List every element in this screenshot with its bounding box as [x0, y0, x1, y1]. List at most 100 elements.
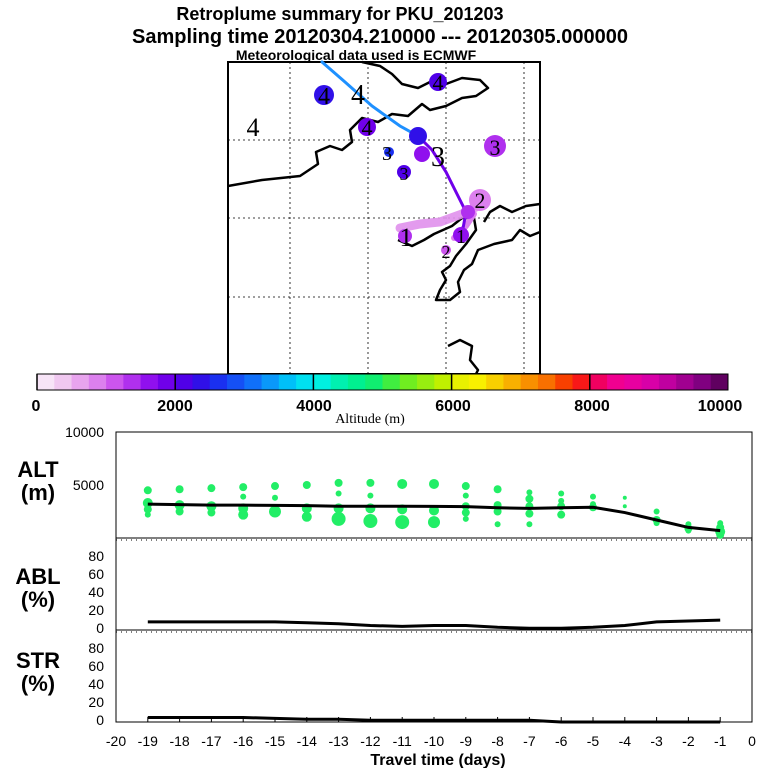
colorbar-swatch: [676, 374, 694, 390]
colorbar-swatch: [555, 374, 574, 390]
alt-dot: [331, 511, 346, 526]
x-tick-label: -12: [360, 733, 380, 749]
str-ytick: 20: [88, 694, 104, 710]
alt-dot: [525, 494, 534, 503]
colorbar-swatch: [37, 374, 55, 390]
x-tick-label: -16: [233, 733, 253, 749]
alt-scatter-series: [142, 478, 726, 539]
alt-ytick: 10000: [65, 424, 104, 440]
map-markers: [314, 73, 506, 255]
map-label: 4: [351, 80, 365, 111]
map-gridlines: [228, 62, 540, 374]
x-tick-label: -11: [393, 733, 412, 749]
colorbar-axis-label: Altitude (m): [335, 412, 405, 427]
map-label: 3: [400, 164, 409, 184]
x-tick-label: -2: [682, 733, 695, 749]
alt-dot: [653, 508, 660, 515]
str-ytick: 60: [88, 658, 104, 674]
abl-ytick: 0: [96, 620, 104, 636]
abl-ytick: 20: [88, 602, 104, 618]
abl-ytick: 80: [88, 548, 104, 564]
colorbar-swatch: [589, 374, 608, 390]
alt-ytick: 5000: [73, 477, 104, 493]
colorbar-tick-label: 0: [32, 398, 41, 415]
colorbar-swatch: [486, 374, 504, 390]
map-label: 2: [442, 242, 451, 262]
alt-dot: [175, 485, 184, 494]
map-marker: [484, 135, 506, 157]
x-tick-label: -13: [328, 733, 348, 749]
abl-panel-frame: [115, 537, 753, 631]
x-tick-label: -18: [169, 733, 189, 749]
map-marker: [384, 147, 394, 157]
svg-text:ABL: ABL: [15, 564, 60, 589]
map-marker: [461, 205, 475, 219]
str-y-label: STR (%): [16, 648, 60, 696]
map-panel: 4 4 4 4 4 3 3 3 3 2 2 1 1: [227, 60, 541, 375]
map-marker: [358, 118, 376, 136]
colorbar-swatch: [503, 374, 522, 390]
colorbar-swatch: [520, 374, 539, 390]
alt-dot: [462, 515, 469, 522]
alt-dot: [143, 486, 152, 495]
alt-dot: [269, 505, 281, 518]
abl-line-series: [147, 618, 721, 630]
colorbar-swatch: [123, 374, 142, 390]
alt-mean-line-series: [147, 502, 721, 533]
map-label: 1: [400, 223, 413, 252]
alt-dot: [494, 521, 501, 528]
x-tick-label: -17: [201, 733, 221, 749]
colorbar-swatch: [417, 374, 435, 390]
x-tick-label: -9: [460, 733, 473, 749]
abl-ytick: 40: [88, 584, 104, 600]
figure-title: Retroplume summary for PKU_201203: [176, 4, 503, 24]
x-tick-label: -1: [714, 733, 727, 749]
alt-dot: [207, 484, 216, 493]
colorbar-swatch: [157, 374, 176, 390]
alt-dot: [271, 482, 279, 491]
x-tick-label: -5: [587, 733, 600, 749]
map-label: 4: [362, 115, 373, 140]
map-marker: [397, 165, 411, 179]
colorbar-swatch: [71, 374, 90, 390]
x-tick-label: -8: [491, 733, 504, 749]
alt-dot: [461, 508, 470, 517]
x-tick-label: -4: [619, 733, 632, 749]
str-ytick: 0: [96, 712, 104, 728]
alt-dot: [590, 493, 596, 500]
map-marker: [453, 227, 469, 243]
alt-dot: [525, 509, 534, 518]
map-label: 3: [490, 135, 501, 160]
colorbar-swatch: [330, 374, 349, 390]
svg-text:STR: STR: [16, 648, 60, 673]
alt-y-label: ALT (m): [17, 457, 59, 505]
map-label: 2: [475, 188, 486, 213]
x-tick-label: -14: [297, 733, 317, 749]
x-axis-label: Travel time (days): [370, 752, 505, 768]
alt-dot: [207, 508, 216, 517]
svg-text:(%): (%): [21, 587, 55, 612]
colorbar-swatch: [175, 374, 193, 390]
colorbar-tick-label: 8000: [574, 398, 610, 415]
alt-dot: [716, 530, 725, 539]
x-tick-label: 0: [748, 733, 756, 749]
panel-frames: [115, 431, 753, 723]
alt-dot: [685, 527, 692, 534]
alt-dot: [526, 489, 533, 496]
map-marker: [398, 229, 412, 243]
abl-y-label: ABL (%): [15, 564, 60, 612]
alt-dot: [493, 485, 502, 494]
colorbar-swatch: [227, 374, 245, 390]
x-tick-label: -10: [424, 733, 444, 749]
alt-dot: [143, 505, 152, 514]
colorbar-swatch: [693, 374, 712, 390]
map-label: 4: [318, 84, 330, 110]
alt-dot: [363, 514, 378, 529]
colorbar-swatch: [192, 374, 211, 390]
x-tick-label: -19: [138, 733, 158, 749]
map-label: 1: [456, 226, 466, 248]
alt-dot: [461, 482, 470, 491]
alt-dot: [557, 510, 566, 519]
colorbar-swatch: [382, 374, 401, 390]
alt-dot: [395, 515, 410, 530]
